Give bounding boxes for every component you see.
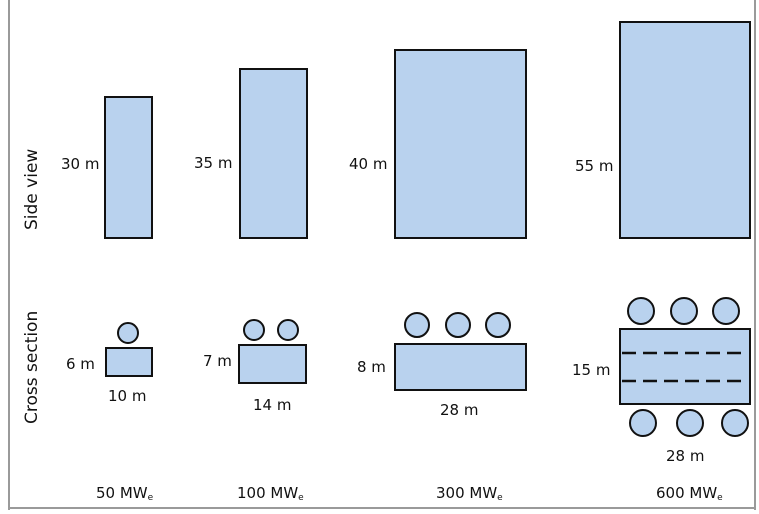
row-label-cross-section: Cross section bbox=[22, 310, 42, 424]
steam-generator-circle bbox=[627, 297, 655, 325]
cs-width-label: 10 m bbox=[108, 387, 147, 405]
row-label-side-view: Side view bbox=[22, 148, 42, 230]
side-height-label: 35 m bbox=[194, 154, 233, 172]
side-view-vessel-100 bbox=[239, 68, 308, 239]
steam-generator-circle bbox=[485, 312, 511, 338]
steam-generator-circle bbox=[676, 409, 704, 437]
capacity-caption: 600 MWe bbox=[656, 484, 723, 503]
cross-section-vessel-600 bbox=[619, 328, 751, 405]
side-view-vessel-600 bbox=[619, 21, 751, 239]
steam-generator-circle bbox=[404, 312, 430, 338]
cs-height-label: 6 m bbox=[66, 355, 95, 373]
cs-width-label: 28 m bbox=[666, 447, 705, 465]
cs-width-label: 28 m bbox=[440, 401, 479, 419]
steam-generator-circle bbox=[712, 297, 740, 325]
cs-height-label: 8 m bbox=[357, 358, 386, 376]
capacity-caption: 50 MWe bbox=[96, 484, 154, 503]
steam-generator-circle bbox=[629, 409, 657, 437]
side-view-vessel-50 bbox=[104, 96, 153, 239]
cs-height-label: 7 m bbox=[203, 352, 232, 370]
capacity-caption: 100 MWe bbox=[237, 484, 304, 503]
side-view-vessel-300 bbox=[394, 49, 527, 239]
side-height-label: 30 m bbox=[61, 155, 100, 173]
steam-generator-circle bbox=[721, 409, 749, 437]
cross-section-vessel-50 bbox=[105, 347, 153, 377]
steam-generator-circle bbox=[445, 312, 471, 338]
cs-width-label: 14 m bbox=[253, 396, 292, 414]
cross-section-vessel-300 bbox=[394, 343, 527, 391]
side-height-label: 55 m bbox=[575, 157, 614, 175]
capacity-caption: 300 MWe bbox=[436, 484, 503, 503]
steam-generator-circle bbox=[243, 319, 265, 341]
steam-generator-circle bbox=[117, 322, 139, 344]
cross-section-vessel-100 bbox=[238, 344, 307, 384]
side-height-label: 40 m bbox=[349, 155, 388, 173]
cs-height-label: 15 m bbox=[572, 361, 611, 379]
steam-generator-circle bbox=[277, 319, 299, 341]
steam-generator-circle bbox=[670, 297, 698, 325]
